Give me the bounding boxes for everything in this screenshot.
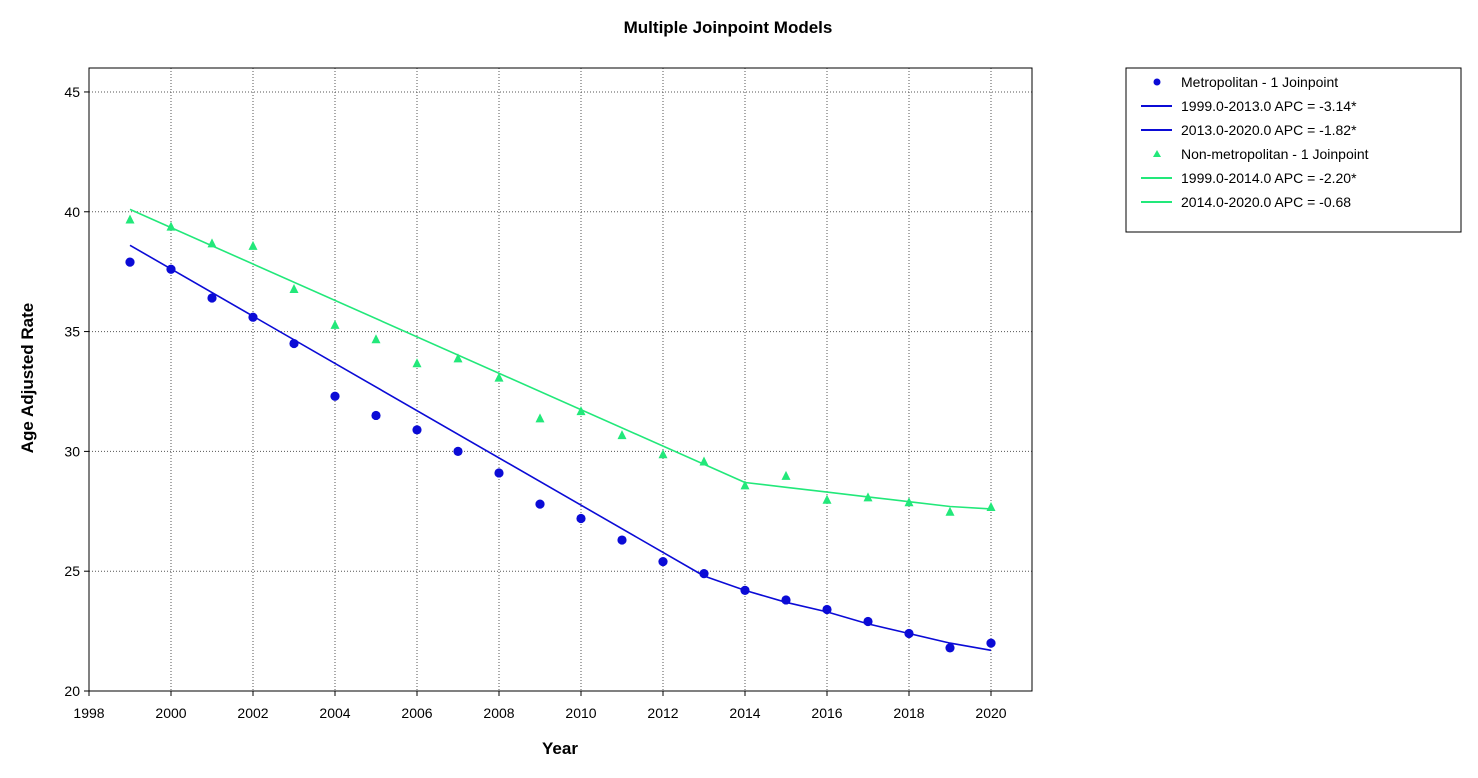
x-tick-label-2010: 2010 [565,705,596,721]
point-nonmetropolitan-1999 [125,214,135,224]
x-axis-title: Year [542,739,578,758]
point-nonmetropolitan-2015 [781,470,791,480]
point-metropolitan-2003 [289,338,299,349]
point-metropolitan-2020 [986,638,996,648]
point-nonmetropolitan-2012 [658,449,668,459]
point-nonmetropolitan-2013 [699,456,709,466]
legend-label-3: Non-metropolitan - 1 Joinpoint [1181,146,1369,162]
point-nonmetropolitan-2006 [412,358,422,368]
y-tick-label-20: 20 [64,683,80,699]
point-metropolitan-2009 [535,499,545,509]
legend-box [1125,67,1462,233]
x-tick-label-2006: 2006 [401,705,432,721]
point-metropolitan-1999 [125,257,135,267]
point-nonmetropolitan-2009 [535,413,545,423]
y-tick-label-35: 35 [64,324,80,340]
point-nonmetropolitan-2000 [166,221,176,231]
point-metropolitan-2008 [494,468,504,478]
y-tick-label-45: 45 [64,84,80,100]
point-nonmetropolitan-2005 [371,334,381,344]
point-metropolitan-2011 [617,535,627,545]
x-tick-label-2002: 2002 [237,705,268,721]
point-metropolitan-2016 [822,604,832,615]
point-metropolitan-2007 [453,446,463,456]
grid [89,68,1032,691]
point-nonmetropolitan-2001 [207,238,217,248]
point-metropolitan-2017 [863,616,873,627]
point-nonmetropolitan-2014 [740,480,750,490]
point-metropolitan-2004 [330,391,340,401]
y-axis: 20 25 30 35 40 45 [64,84,89,699]
x-tick-label-2012: 2012 [647,705,678,721]
x-tick-label-2000: 2000 [155,705,186,721]
point-nonmetropolitan-2003 [289,283,299,293]
point-metropolitan-2002 [248,312,258,322]
point-metropolitan-2000 [166,264,176,274]
x-tick-label-2016: 2016 [811,705,842,721]
legend-symbol-3 [1153,150,1161,157]
point-metropolitan-2019 [945,643,955,653]
y-tick-label-30: 30 [64,443,80,459]
x-axis: 1998 2000 2002 2004 2006 2008 2010 2012 2014 2016… [73,691,1007,721]
point-nonmetropolitan-2017 [863,492,873,502]
point-metropolitan-2001 [207,293,217,303]
point-nonmetropolitan-2018 [904,497,914,507]
observed-markers [125,214,996,653]
fit-lines [129,208,992,652]
point-nonmetropolitan-2004 [330,319,340,329]
point-nonmetropolitan-2020 [986,501,996,511]
point-nonmetropolitan-2019 [945,506,955,516]
fit-line-series-2 [703,575,992,652]
fit-line-series-1 [129,244,705,577]
legend-label-5: 2014.0-2020.0 APC = -0.68 [1181,194,1351,210]
point-metropolitan-2006 [412,425,422,435]
point-metropolitan-2005 [371,410,381,421]
legend: Metropolitan - 1 Joinpoint 1999.0-2013.0 … [1125,67,1462,233]
x-tick-label-2004: 2004 [319,705,350,721]
plot-area-frame [88,67,1033,692]
point-nonmetropolitan-2011 [617,430,627,440]
x-tick-label-2014: 2014 [729,705,760,721]
x-tick-label-2020: 2020 [975,705,1006,721]
x-tick-label-2018: 2018 [893,705,924,721]
point-metropolitan-2013 [699,568,709,579]
point-metropolitan-2014 [740,585,750,595]
point-nonmetropolitan-2016 [822,494,832,504]
y-tick-label-40: 40 [64,204,80,220]
legend-label-0: Metropolitan - 1 Joinpoint [1181,74,1338,90]
x-tick-label-2008: 2008 [483,705,514,721]
point-metropolitan-2012 [658,557,668,567]
point-nonmetropolitan-2008 [494,372,504,382]
legend-label-2: 2013.0-2020.0 APC = -1.82* [1181,122,1357,138]
y-tick-label-25: 25 [64,563,80,579]
point-metropolitan-2018 [904,628,914,639]
point-metropolitan-2015 [781,595,791,605]
fit-line-series-4 [129,208,746,484]
legend-symbol-0 [1153,78,1161,86]
legend-label-4: 1999.0-2014.0 APC = -2.20* [1181,170,1357,186]
point-nonmetropolitan-2007 [453,353,463,363]
point-nonmetropolitan-2010 [576,406,586,416]
legend-label-1: 1999.0-2013.0 APC = -3.14* [1181,98,1357,114]
y-axis-title: Age Adjusted Rate [18,303,37,454]
chart-title: Multiple Joinpoint Models [624,18,833,37]
point-nonmetropolitan-2002 [248,240,258,250]
x-tick-label-1998: 1998 [73,705,104,721]
point-metropolitan-2010 [576,513,586,524]
